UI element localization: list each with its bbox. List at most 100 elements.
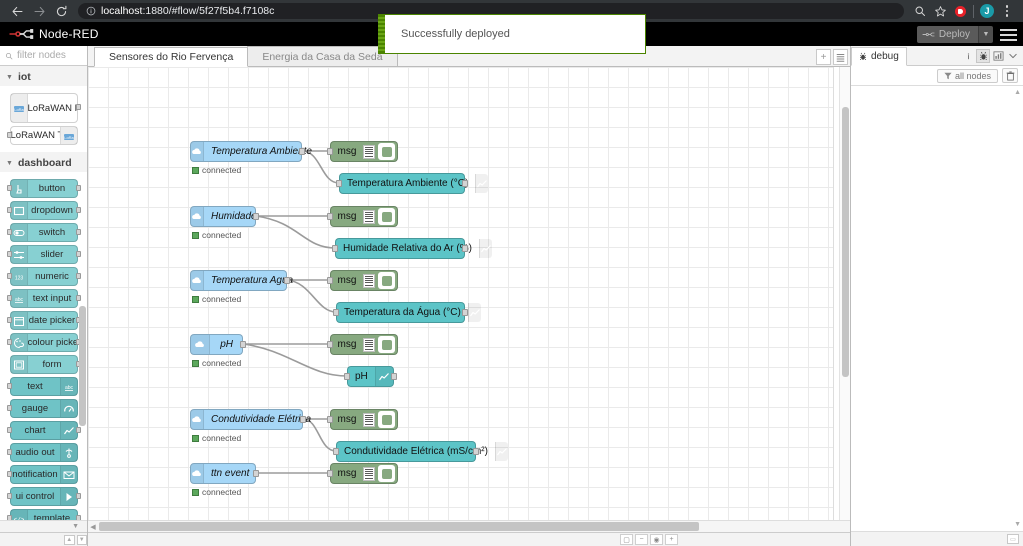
deploy-group[interactable]: Deploy ▼ (916, 26, 993, 43)
star-icon[interactable] (930, 0, 950, 22)
debug-scroll-down[interactable]: ▼ (1014, 521, 1021, 528)
flow-node-input-port[interactable] (332, 244, 338, 252)
flow-node-output-port[interactable] (284, 276, 290, 284)
debug-toggle-button[interactable] (378, 336, 395, 353)
debug-toggle-button[interactable] (378, 208, 395, 225)
palette-node-audio-out[interactable]: audio out (6, 443, 78, 462)
forward-arrow-icon[interactable] (28, 0, 50, 22)
flow-node-output-port[interactable] (462, 308, 468, 316)
flow-node-condutividade-el-trica-ms-cm-[interactable]: Condutividade Elétrica (mS/cm²) (333, 441, 508, 462)
kebab-menu-icon[interactable] (997, 0, 1017, 22)
debug-toggle-button[interactable] (378, 465, 395, 482)
chevron-down-icon[interactable]: ▼ (978, 26, 993, 43)
zoom-in-icon[interactable]: + (665, 534, 678, 545)
palette-scrollbar[interactable] (79, 306, 86, 426)
flow-node-temperatura-agua[interactable]: Temperatura Agua connected (190, 270, 293, 304)
palette-node-colour-picker[interactable]: colour picker (6, 333, 81, 352)
debug-bug-icon[interactable] (976, 49, 990, 63)
dashboard-icon[interactable] (991, 49, 1005, 63)
expand-all-icon[interactable]: ▼ (76, 534, 87, 545)
flow-node-output-port[interactable] (462, 244, 468, 252)
flow-node-ttn-event[interactable]: ttn event connected (190, 463, 259, 497)
flow-node-input-port[interactable] (327, 276, 333, 284)
scroll-left-icon[interactable]: ◀ (90, 523, 96, 531)
palette-node-notification[interactable]: notification (6, 465, 78, 484)
reload-icon[interactable] (50, 0, 72, 22)
flow-node-output-port[interactable] (253, 469, 259, 477)
chevron-down-icon[interactable] (1006, 49, 1020, 63)
flow-node-input-port[interactable] (327, 340, 333, 348)
deploy-button[interactable]: Deploy (916, 26, 978, 43)
flow-node-msg[interactable]: msg (327, 270, 398, 291)
flow-node-temperatura-ambiente-c-[interactable]: Temperatura Ambiente (°C) (336, 173, 489, 194)
palette-category-iot[interactable]: ▼ iot (0, 66, 87, 86)
flow-node-ph[interactable]: pH connected (190, 334, 246, 368)
zoom-reset-icon[interactable]: ▢ (620, 534, 633, 545)
flow-node-output-port[interactable] (299, 147, 305, 155)
back-arrow-icon[interactable] (6, 0, 28, 22)
flow-node-input-port[interactable] (336, 179, 342, 187)
expand-icon[interactable]: ▭ (1007, 534, 1019, 544)
flow-node-msg[interactable]: msg (327, 463, 398, 484)
debug-message-list[interactable]: ▲ ▼ (851, 86, 1023, 532)
flow-node-output-port[interactable] (300, 415, 306, 423)
palette-node-lorawan-tx[interactable]: LoRaWAN TX LoRa (6, 126, 78, 145)
address-bar[interactable]: localhost:1880/#flow/5f27f5b4.f7108c (78, 3, 904, 19)
palette-category-dashboard[interactable]: ▼ dashboard (0, 152, 87, 172)
hscroll-thumb[interactable] (99, 522, 699, 531)
flow-node-input-port[interactable] (333, 308, 339, 316)
palette-node-numeric[interactable]: 123 numeric (6, 267, 81, 286)
palette-node-text[interactable]: text abc (6, 377, 78, 396)
palette-node-button[interactable]: button (6, 179, 81, 198)
list-icon[interactable] (833, 49, 848, 65)
debug-toggle-button[interactable] (378, 143, 395, 160)
flow-node-output-port[interactable] (462, 179, 468, 187)
trash-icon[interactable] (1002, 68, 1018, 83)
collapse-all-icon[interactable]: ▲ (64, 534, 75, 545)
flow-node-input-port[interactable] (344, 372, 350, 380)
flow-node-msg[interactable]: msg (327, 141, 398, 162)
palette-scroll-down[interactable]: ▼ (0, 520, 87, 532)
palette-node-date-picker[interactable]: date picker (6, 311, 81, 330)
palette-node-switch[interactable]: switch (6, 223, 81, 242)
flow-node-msg[interactable]: msg (327, 206, 398, 227)
flow-node-temperatura-da-gua-c-[interactable]: Temperatura da Água (°C) (333, 302, 481, 323)
zoom-search-icon[interactable] (910, 0, 930, 22)
flow-canvas[interactable]: Temperatura Ambiente connected msg Temperat… (88, 67, 850, 532)
flow-node-msg[interactable]: msg (327, 334, 398, 355)
flow-node-input-port[interactable] (327, 212, 333, 220)
flow-node-output-port[interactable] (391, 372, 397, 380)
palette-node-slider[interactable]: slider (6, 245, 81, 264)
flow-node-humidade[interactable]: Humidade connected (190, 206, 259, 240)
flow-node-input-port[interactable] (327, 415, 333, 423)
palette-node-template[interactable]: </> template (6, 509, 81, 520)
flow-node-input-port[interactable] (327, 469, 333, 477)
tab-sensores-do-rio-fervenca[interactable]: Sensores do Rio Fervença (94, 47, 249, 67)
palette-node-gauge[interactable]: gauge (6, 399, 78, 418)
flow-node-output-port[interactable] (473, 447, 479, 455)
palette-node-chart[interactable]: chart (6, 421, 81, 440)
palette-node-dropdown[interactable]: dropdown (6, 201, 81, 220)
flow-canvas-wrap[interactable]: Temperatura Ambiente connected msg Temperat… (88, 67, 850, 532)
palette-search[interactable]: filter nodes (0, 46, 87, 66)
flow-node-temperatura-ambiente[interactable]: Temperatura Ambiente connected (190, 141, 312, 175)
canvas-vertical-scrollbar[interactable] (839, 67, 850, 520)
tab-debug[interactable]: debug (851, 47, 907, 66)
flow-node-output-port[interactable] (240, 340, 246, 348)
canvas-horizontal-scrollbar[interactable]: ◀ (88, 520, 850, 532)
flow-node-msg[interactable]: msg (327, 409, 398, 430)
debug-toggle-button[interactable] (378, 272, 395, 289)
debug-scroll-up[interactable]: ▲ (1014, 89, 1021, 96)
info-icon[interactable] (961, 49, 975, 63)
flow-node-ph[interactable]: pH (344, 366, 397, 387)
flow-node-condutividade-el-trica[interactable]: Condutividade Elétrica connected (190, 409, 311, 443)
palette-node-form[interactable]: form (9, 355, 81, 374)
hamburger-menu-icon[interactable] (1000, 27, 1017, 42)
tab-energia-da-casa-da-seda[interactable]: Energia da Casa da Seda (247, 46, 398, 66)
debug-filter-button[interactable]: all nodes (936, 68, 998, 83)
palette-node-text-input[interactable]: abc text input (6, 289, 81, 308)
zoom-fit-icon[interactable]: ◉ (650, 534, 663, 545)
avatar[interactable]: J (977, 0, 997, 22)
flow-node-input-port[interactable] (333, 447, 339, 455)
